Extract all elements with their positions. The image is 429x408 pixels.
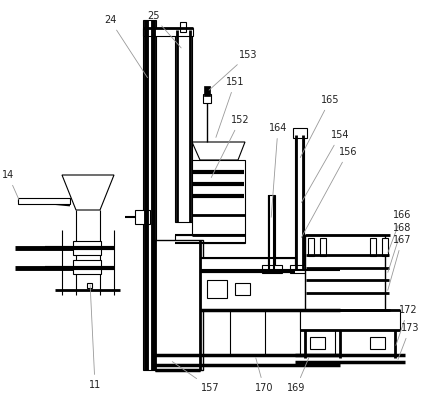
Bar (200, 258, 295, 272)
Text: 151: 151 (216, 77, 244, 137)
Text: 152: 152 (211, 115, 249, 177)
Bar (320, 238, 326, 256)
Text: 24: 24 (104, 15, 148, 78)
Text: 173: 173 (398, 323, 419, 359)
Text: 167: 167 (388, 235, 411, 290)
Text: 166: 166 (388, 210, 411, 253)
Text: 25: 25 (147, 11, 181, 48)
Bar (295, 135, 304, 270)
Bar (290, 265, 310, 273)
Bar (370, 337, 385, 349)
Bar (143, 20, 156, 370)
Bar (305, 235, 385, 310)
Text: 165: 165 (300, 95, 339, 157)
Text: 14: 14 (2, 170, 19, 200)
Bar (235, 283, 250, 295)
Bar (73, 260, 101, 274)
Bar (203, 94, 211, 103)
Bar (200, 270, 340, 310)
Text: 154: 154 (302, 130, 349, 203)
Bar (73, 241, 101, 255)
Bar (308, 238, 314, 256)
Bar (293, 128, 307, 138)
Bar (268, 195, 275, 270)
Text: 170: 170 (255, 358, 273, 393)
Text: 172: 172 (396, 305, 417, 345)
Bar (262, 265, 282, 273)
Bar (207, 280, 227, 298)
Bar (192, 215, 245, 235)
Bar (180, 22, 186, 32)
Bar (300, 310, 400, 330)
Bar (155, 240, 203, 370)
Bar (382, 238, 388, 256)
Text: 11: 11 (89, 285, 101, 390)
Text: 164: 164 (269, 123, 287, 217)
Polygon shape (192, 142, 245, 160)
Bar (135, 210, 150, 224)
Text: 156: 156 (301, 147, 357, 237)
Bar (175, 235, 245, 243)
Bar (175, 30, 192, 222)
Bar (143, 28, 193, 36)
Text: 153: 153 (209, 50, 257, 90)
Bar (310, 337, 325, 349)
Bar (18, 198, 70, 204)
Text: 168: 168 (388, 223, 411, 273)
Bar (200, 270, 212, 295)
Bar (370, 238, 376, 256)
Bar (204, 86, 210, 96)
Bar (87, 283, 92, 288)
Text: 157: 157 (172, 361, 219, 393)
Bar (192, 160, 245, 215)
Text: 169: 169 (287, 357, 309, 393)
